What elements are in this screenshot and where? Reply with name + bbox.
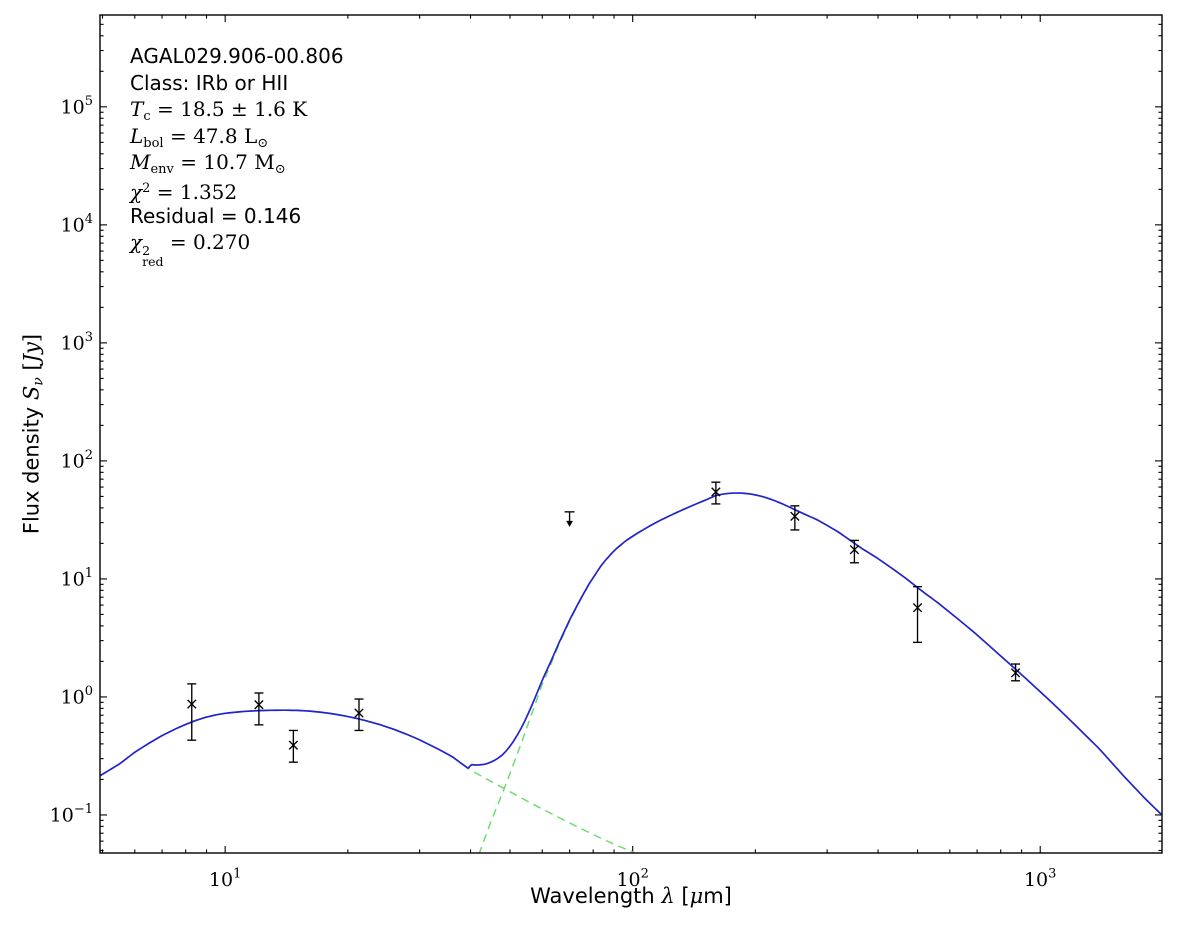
svg-text:103: 103 (61, 330, 93, 355)
data-point (288, 729, 299, 763)
bolometric-luminosity: Lbol = 47.8 L⊙ (130, 123, 269, 151)
y-axis-label: Flux density Sν [Jy] (19, 333, 47, 535)
dust-temperature: Tc = 18.5 ± 1.6 K (130, 97, 308, 125)
envelope-mass: Menv = 10.7 M⊙ (130, 150, 286, 178)
svg-text:103: 103 (1024, 867, 1056, 892)
svg-text:101: 101 (61, 566, 93, 591)
upper-limit-marker (564, 511, 575, 527)
data-point (790, 505, 800, 531)
x-axis-label: Wavelength λ [μm] (530, 884, 732, 908)
residual: Residual = 0.146 (130, 203, 302, 228)
sup-sub-stack: 2 red (142, 243, 164, 269)
chi-squared-reduced: χ 2 red = 0.270 (130, 230, 251, 269)
svg-text:100: 100 (61, 684, 93, 709)
annotation-block: AGAL029.906-00.806 Class: IRb or HII Tc = … (130, 43, 344, 269)
data-point (711, 481, 721, 505)
svg-text:102: 102 (61, 448, 93, 473)
chi-squared: χ2 = 1.352 (130, 179, 238, 204)
data-point (849, 539, 860, 564)
class: Class: IRb or HII (130, 70, 289, 95)
source-name: AGAL029.906-00.806 (130, 44, 344, 68)
svg-text:101: 101 (209, 867, 241, 892)
data-point (354, 698, 364, 732)
svg-text:104: 104 (61, 212, 93, 237)
svg-text:10−1: 10−1 (50, 802, 93, 827)
data-point (254, 692, 264, 726)
svg-text:105: 105 (61, 94, 93, 119)
data-point (187, 683, 197, 741)
data-point (912, 585, 923, 644)
data-point (1010, 663, 1021, 682)
